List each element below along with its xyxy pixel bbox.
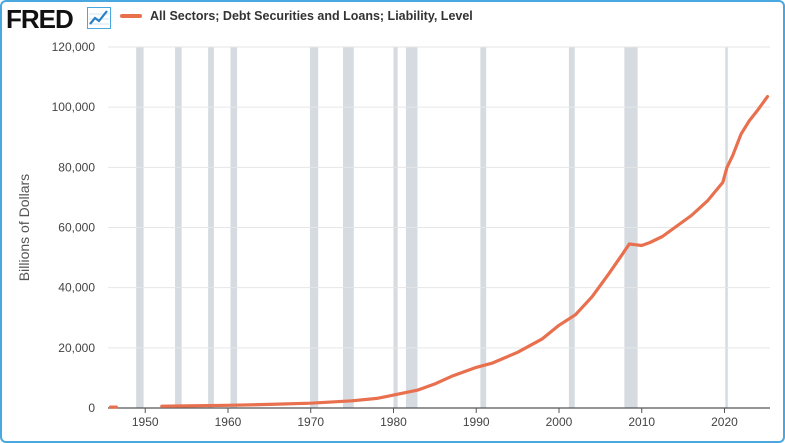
y-tick-label: 120,000	[52, 40, 96, 54]
y-tick-label: 60,000	[58, 221, 95, 235]
legend-swatch	[120, 14, 142, 18]
x-tick-label: 2010	[628, 415, 655, 429]
gridlines	[108, 46, 770, 349]
x-tick-label: 1960	[215, 415, 242, 429]
fred-logo[interactable]: FRED	[6, 4, 74, 34]
y-tick-label: 100,000	[52, 100, 96, 114]
x-tick-label: 2020	[711, 415, 738, 429]
legend-label: All Sectors; Debt Securities and Loans; …	[150, 9, 473, 23]
x-tick-label: 1970	[297, 415, 324, 429]
y-tick-label: 40,000	[58, 281, 95, 295]
y-tick-label: 80,000	[58, 160, 95, 174]
x-tick-label: 1980	[380, 415, 407, 429]
y-tick-label: 0	[88, 401, 95, 415]
y-tick-label: 20,000	[58, 341, 95, 355]
x-tick-label: 1950	[132, 415, 159, 429]
x-tick-label: 1990	[463, 415, 490, 429]
axes: 0 20,000 40,000 60,000 80,000 100,000 120,000 1…	[52, 40, 770, 429]
series-lines	[108, 95, 770, 409]
series-line	[160, 95, 770, 408]
fred-chart-icon	[87, 7, 111, 29]
x-tick-label: 2000	[546, 415, 573, 429]
y-axis-title: Billions of Dollars	[16, 174, 32, 281]
legend: All Sectors; Debt Securities and Loans; …	[120, 9, 473, 23]
